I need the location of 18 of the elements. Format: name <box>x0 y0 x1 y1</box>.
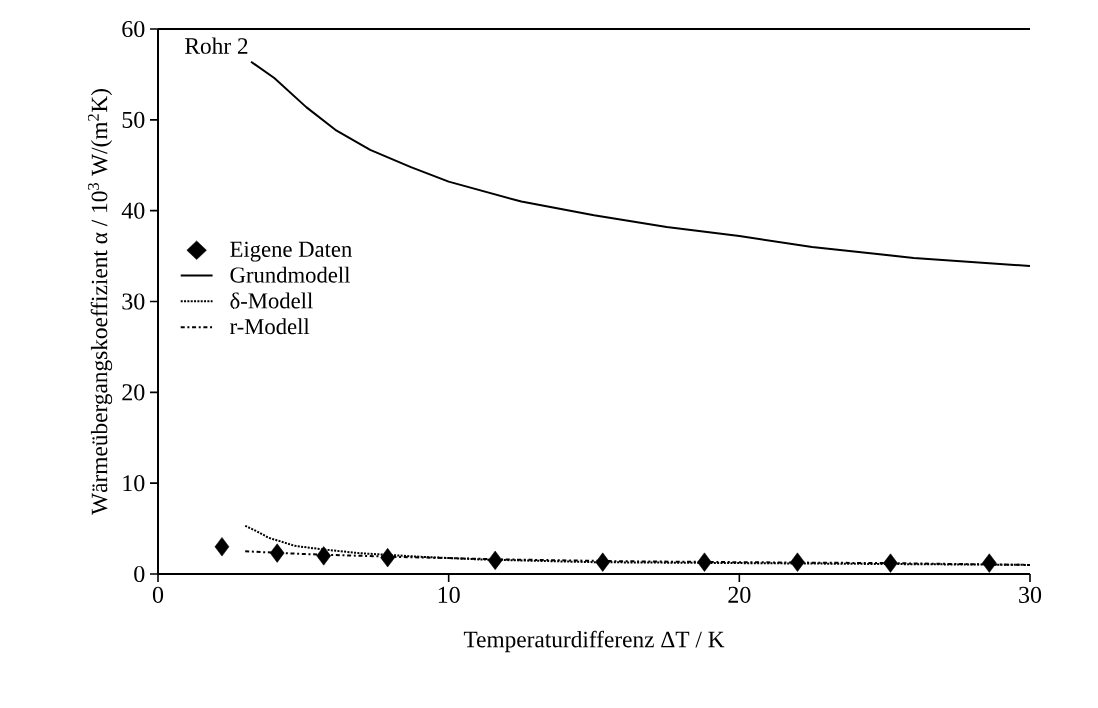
annotation: Rohr 2 <box>185 37 248 54</box>
legend-label: Eigene Daten <box>230 241 352 262</box>
y-tick-label: 40 <box>121 202 145 219</box>
y-axis-title: Wärmeübergangskoeffizient α / 10$^{3}$ W/(m$^{2}$K) <box>87 89 113 515</box>
x-tick-label: 20 <box>728 586 751 603</box>
x-tick-label: 0 <box>152 586 164 603</box>
legend-label: r-Modell <box>230 318 310 335</box>
x-tick-label: 30 <box>1019 586 1042 603</box>
y-tick-label: 0 <box>134 565 145 583</box>
x-axis-title: Temperaturdifferenz ΔT / K <box>463 630 725 653</box>
legend-label: Grundmodell <box>230 266 350 283</box>
y-tick-label: 20 <box>122 384 145 401</box>
y-tick-label: 60 <box>122 20 145 38</box>
y-tick-label: 10 <box>123 475 145 492</box>
y-tick-label: 50 <box>122 111 145 128</box>
y-tick-label: 30 <box>122 293 145 310</box>
x-tick-label: 10 <box>438 586 460 603</box>
legend-label: δ-Modell <box>230 292 313 309</box>
